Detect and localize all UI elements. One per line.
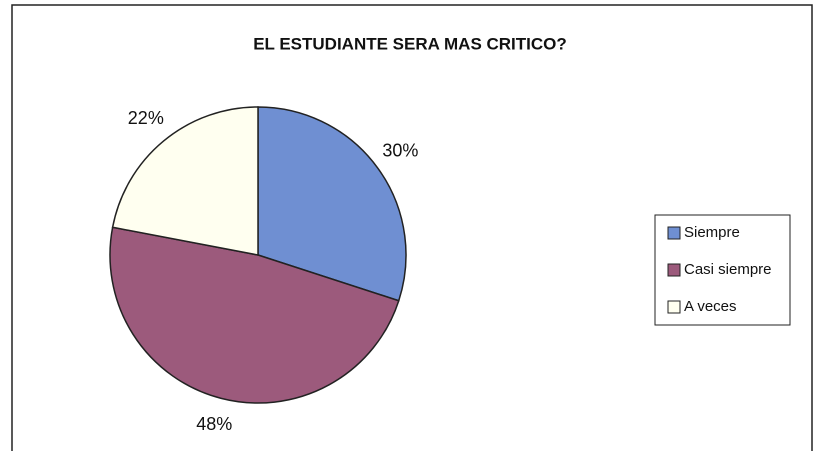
data-label: 30%: [382, 140, 418, 160]
data-label: 48%: [196, 414, 232, 434]
legend-label: A veces: [684, 298, 737, 315]
legend-swatch: [667, 300, 681, 314]
pie-slice: [109, 226, 400, 404]
legend-label: Casi siempre: [684, 261, 772, 278]
legend-swatch: [667, 226, 681, 240]
legend-label: Siempre: [684, 224, 740, 241]
legend-swatch: [667, 263, 681, 277]
data-label: 22%: [128, 108, 164, 128]
pie-slice: [111, 106, 259, 256]
chart-title: EL ESTUDIANTE SERA MAS CRITICO?: [253, 34, 567, 53]
pie-slice: [257, 106, 407, 302]
